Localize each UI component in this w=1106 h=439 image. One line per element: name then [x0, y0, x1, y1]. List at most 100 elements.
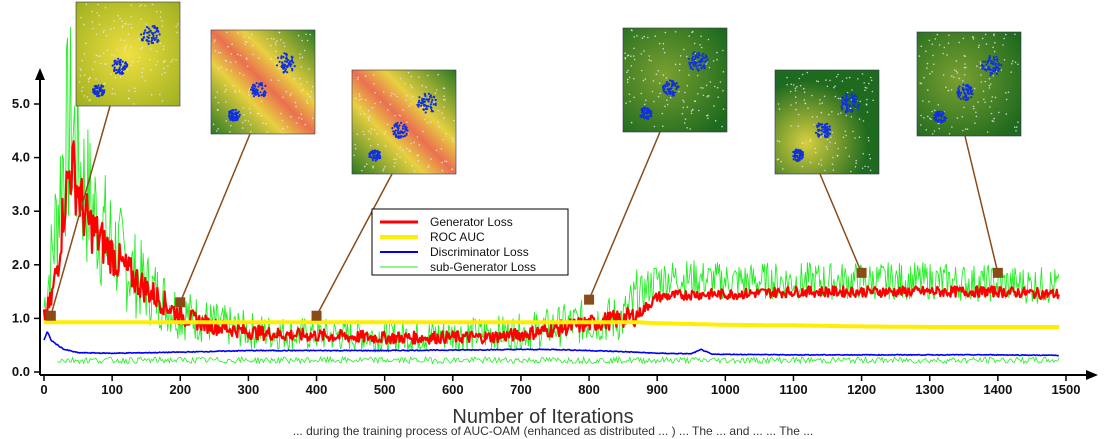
inset-cluster-point	[260, 82, 264, 85]
inset-scatter-point	[358, 95, 361, 97]
inset-cluster-point	[702, 52, 705, 55]
inset-scatter-point	[678, 90, 680, 93]
inset-cluster-point	[936, 119, 939, 122]
inset-cluster-point	[792, 158, 795, 161]
inset-cluster-point	[157, 39, 160, 42]
inset-scatter-point	[113, 27, 115, 29]
inset-scatter-point	[384, 145, 387, 147]
inset-cluster-point	[122, 68, 125, 71]
inset-cluster-point	[701, 54, 704, 58]
inset-scatter-point	[709, 81, 712, 83]
inset-scatter-point	[299, 77, 301, 80]
inset-cluster-point	[992, 58, 996, 61]
inset-cluster-point	[293, 65, 296, 68]
inset-scatter-point	[714, 119, 717, 122]
inset-scatter-point	[636, 34, 638, 37]
inset-scatter-point	[405, 94, 408, 97]
annotation-leader-line	[50, 105, 111, 316]
inset-scatter-point	[162, 61, 165, 63]
inset-cluster-point	[256, 91, 259, 94]
inset-cluster-point	[664, 90, 668, 94]
inset-cluster-point	[986, 67, 989, 70]
inset-cluster-point	[121, 60, 124, 63]
inset-scatter-point	[311, 85, 314, 88]
inset-scatter-point	[864, 165, 866, 168]
inset-scatter-point	[706, 114, 708, 117]
inset-scatter-point	[852, 130, 854, 133]
inset-scatter-point	[443, 95, 445, 97]
inset-scatter-point	[868, 82, 870, 85]
inset-scatter-point	[804, 102, 807, 105]
inset-cluster-point	[284, 70, 287, 73]
inset-scatter-point	[130, 15, 132, 18]
inset-scatter-point	[308, 68, 310, 70]
inset-cluster-point	[155, 36, 158, 39]
inset-cluster-point	[997, 64, 1000, 67]
legend-box	[371, 208, 569, 276]
inset-scatter-point	[217, 127, 219, 130]
x-tick-label: 400	[306, 382, 328, 397]
inset-scatter-point	[87, 78, 90, 80]
inset-scatter-point	[1005, 98, 1008, 101]
inset-scatter-point	[249, 111, 252, 114]
inset-cluster-point	[852, 97, 855, 100]
inset-scatter-point	[266, 38, 269, 40]
inset-scatter-point	[1005, 92, 1007, 94]
inset-scatter-point	[226, 31, 228, 34]
inset-scatter-point	[829, 141, 831, 144]
inset-cluster-point	[391, 127, 394, 130]
inset-scatter-point	[1014, 61, 1017, 64]
inset-scatter-point	[782, 168, 784, 170]
inset-scatter-point	[236, 53, 239, 56]
inset-scatter-point	[394, 114, 396, 117]
inset-scatter-point	[437, 73, 440, 76]
x-tick-label: 1200	[847, 382, 876, 397]
inset-scatter-point	[955, 60, 958, 62]
inset-scatter-point	[260, 115, 263, 117]
inset-scatter-point	[650, 59, 652, 62]
inset-scatter-point	[295, 105, 297, 108]
inset-scatter-point	[440, 148, 443, 150]
inset-scatter-point	[365, 163, 368, 165]
inset-scatter-point	[929, 73, 931, 75]
inset-cluster-point	[692, 55, 695, 58]
inset-cluster-point	[693, 61, 696, 64]
inset-scatter-point	[1005, 33, 1007, 36]
x-tick-label: 200	[169, 382, 191, 397]
inset-heatmap	[351, 69, 457, 175]
inset-cluster-point	[691, 61, 694, 64]
annotation-leader-line	[964, 135, 999, 274]
inset-scatter-point	[399, 77, 402, 80]
inset-cluster-point	[992, 61, 995, 64]
inset-scatter-point	[410, 103, 412, 105]
inset-scatter-point	[275, 63, 277, 65]
inset-scatter-point	[832, 156, 834, 159]
inset-scatter-point	[859, 100, 862, 103]
inset-scatter-point	[306, 92, 309, 95]
inset-background	[75, 1, 181, 107]
inset-scatter-point	[91, 68, 94, 71]
y-tick-label: 5.0	[12, 96, 30, 111]
inset-cluster-point	[145, 26, 149, 29]
inset-cluster-point	[670, 79, 673, 82]
inset-scatter-point	[214, 50, 217, 52]
inset-cluster-point	[986, 61, 990, 64]
inset-cluster-point	[849, 97, 852, 100]
inset-scatter-point	[864, 86, 867, 89]
inset-cluster-point	[257, 94, 260, 97]
inset-scatter-point	[216, 91, 219, 93]
inset-scatter-point	[633, 77, 635, 80]
inset-scatter-point	[243, 113, 245, 116]
y-tick-label: 2.0	[12, 257, 30, 272]
inset-scatter-point	[141, 71, 143, 74]
y-tick-label: 0.0	[12, 364, 30, 379]
inset-scatter-point	[389, 103, 392, 106]
inset-cluster-point	[119, 72, 122, 75]
inset-scatter-point	[993, 33, 995, 35]
inset-scatter-point	[826, 138, 829, 141]
inset-cluster-point	[820, 133, 823, 136]
inset-cluster-point	[418, 99, 421, 102]
inset-scatter-point	[275, 56, 278, 58]
inset-scatter-point	[934, 38, 937, 40]
inset-scatter-point	[814, 147, 817, 150]
